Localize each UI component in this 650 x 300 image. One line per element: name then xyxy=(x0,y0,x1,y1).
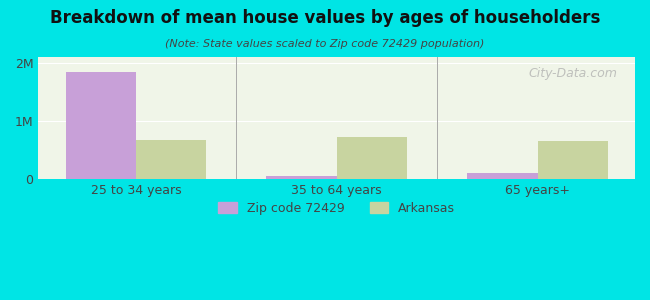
Legend: Zip code 72429, Arkansas: Zip code 72429, Arkansas xyxy=(213,197,460,220)
Bar xyxy=(337,137,407,179)
Bar xyxy=(266,176,337,179)
Text: (Note: State values scaled to Zip code 72429 population): (Note: State values scaled to Zip code 7… xyxy=(165,39,485,49)
Bar xyxy=(136,140,206,179)
Bar xyxy=(467,173,538,179)
Bar xyxy=(66,72,136,179)
Text: Breakdown of mean house values by ages of householders: Breakdown of mean house values by ages o… xyxy=(50,9,600,27)
Text: City-Data.com: City-Data.com xyxy=(528,67,617,80)
Bar xyxy=(538,141,608,179)
